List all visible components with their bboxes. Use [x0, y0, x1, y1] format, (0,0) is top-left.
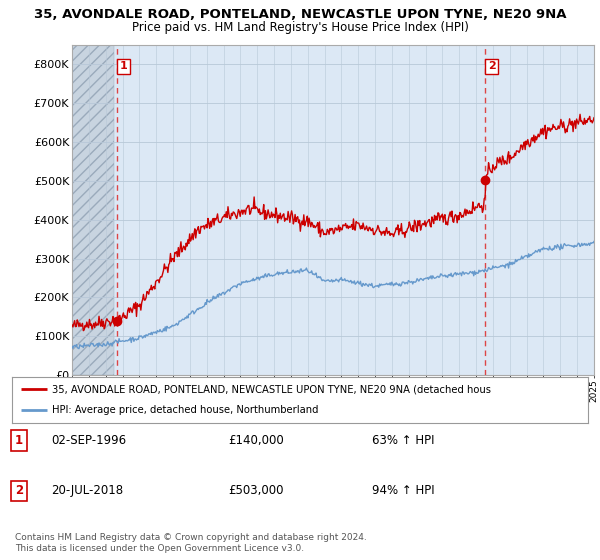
- Text: £140,000: £140,000: [228, 434, 284, 447]
- Text: 20-JUL-2018: 20-JUL-2018: [51, 484, 123, 497]
- Text: 2: 2: [15, 484, 23, 497]
- Text: 94% ↑ HPI: 94% ↑ HPI: [372, 484, 434, 497]
- Text: Price paid vs. HM Land Registry's House Price Index (HPI): Price paid vs. HM Land Registry's House …: [131, 21, 469, 34]
- Text: 63% ↑ HPI: 63% ↑ HPI: [372, 434, 434, 447]
- Text: £503,000: £503,000: [228, 484, 284, 497]
- Text: 35, AVONDALE ROAD, PONTELAND, NEWCASTLE UPON TYNE, NE20 9NA: 35, AVONDALE ROAD, PONTELAND, NEWCASTLE …: [34, 8, 566, 21]
- Text: 2: 2: [488, 62, 496, 71]
- Text: 35, AVONDALE ROAD, PONTELAND, NEWCASTLE UPON TYNE, NE20 9NA (detached hous: 35, AVONDALE ROAD, PONTELAND, NEWCASTLE …: [52, 384, 491, 394]
- Text: Contains HM Land Registry data © Crown copyright and database right 2024.
This d: Contains HM Land Registry data © Crown c…: [15, 533, 367, 553]
- Text: 1: 1: [15, 434, 23, 447]
- Text: HPI: Average price, detached house, Northumberland: HPI: Average price, detached house, Nort…: [52, 405, 319, 416]
- Text: 1: 1: [119, 62, 127, 71]
- Bar: [72, 45, 114, 375]
- Text: 02-SEP-1996: 02-SEP-1996: [51, 434, 126, 447]
